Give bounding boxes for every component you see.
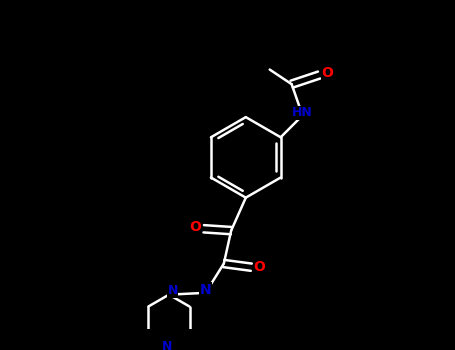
Text: HN: HN xyxy=(292,106,313,119)
Text: N: N xyxy=(162,340,172,350)
Text: N: N xyxy=(167,285,178,297)
Text: N: N xyxy=(200,283,212,297)
Text: O: O xyxy=(321,66,333,80)
Text: O: O xyxy=(253,260,265,274)
Text: O: O xyxy=(190,220,202,234)
